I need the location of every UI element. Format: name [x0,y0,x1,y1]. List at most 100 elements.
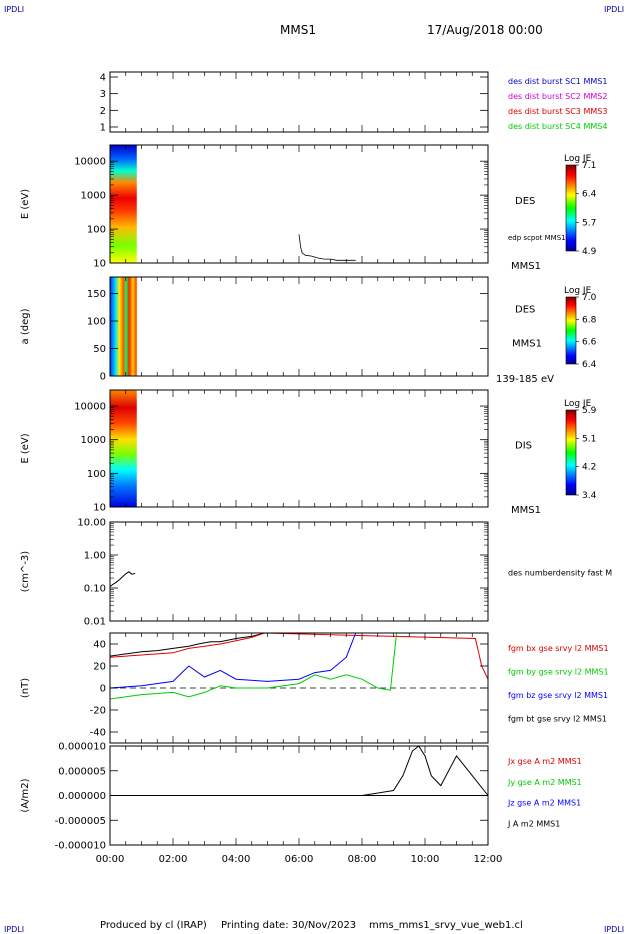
y-tick-label: 0.000005 [58,766,106,777]
y-tick-label: 10 [93,503,106,514]
bottom-label: 139-185 eV [496,374,554,385]
colorbar-tick-label: 4.2 [582,463,596,473]
x-tick-label: 08:00 [348,854,377,865]
corner-tl: IPDLI [4,5,24,14]
series-scpot [298,234,356,261]
y-tick-label: 0.000000 [58,791,106,802]
y-tick-label: -0.000005 [55,816,106,827]
y-tick-label: -0.000010 [55,841,106,852]
corner-bl: IPDLI [4,925,24,934]
spectrogram-des-pitch [110,277,137,376]
frame-des-pitch [109,276,489,377]
frame-density [109,521,489,622]
x-axis-labels: 00:00 02:00 04:00 06:00 08:00 10:00 12:00 [96,854,503,865]
legend-entry: des dist burst SC3 MMS3 [508,107,607,116]
spacecraft-title: MMS1 [280,23,316,37]
footer-filename: mms_mms1_srvy_vue_web1.cl [369,920,523,931]
y-tick-label: 0 [100,684,106,695]
legend-entry: des dist burst SC4 MMS4 [508,122,607,131]
y-axis-label: (nT) [20,678,31,698]
colorbar-tick-label: 6.4 [582,360,597,370]
y-tick-label: 100 [87,469,106,480]
frame-dis-energy [109,389,489,508]
y-tick-label: 10000 [74,402,106,413]
series-fgm-bz-gse-srvy-l2-mms1 [109,632,357,689]
y-axis-label: E (eV) [20,189,31,219]
footer-produced-by: Produced by cl (IRAP) [100,920,207,931]
panel-current: -0.000010 -0.000005 0.000000 0.000005 0.0000… [20,742,582,852]
x-tick-label: 00:00 [96,854,125,865]
y-tick-label: 0.01 [84,617,106,628]
x-tick-label: 02:00 [159,854,188,865]
series-des-numberdensity-fast-m [109,571,136,587]
series-j-a-m2-mms1 [110,745,489,796]
x-tick-label: 12:00 [474,854,503,865]
panel-fgm: -40 -20 0 20 40 (nT) fgm bx gse srvy l2 MMS1 fg… [20,632,609,744]
y-tick-label: 0.10 [84,584,106,595]
colorbar-des-pitch [565,296,577,365]
colorbar-tick-label: 5.9 [582,406,597,416]
y-tick-label: -20 [90,706,106,717]
legend-entry: des dist burst SC1 MMS1 [508,77,607,86]
y-axis-label: E (eV) [20,433,31,463]
y-tick-label: 0.000010 [58,742,106,753]
frame-availability [109,71,489,133]
colorbar-des-energy [565,164,577,252]
y-tick-label: 20 [93,662,106,673]
colorbar-dis-energy [565,409,577,496]
panel-availability: 1 2 3 4 des dist burst SC1 MMS1 des dist burs… [100,71,607,134]
series-fgm-by-gse-srvy-l2-mms1 [109,632,398,700]
legend-entry: des numberdensity fast M [508,569,612,578]
legend-entry: des dist burst SC2 MMS2 [508,92,607,101]
bottom-label: MMS1 [511,261,541,272]
y-tick-label: 100 [87,225,106,236]
y-axis-label: (cm^-3) [20,551,31,592]
bottom-label: MMS1 [511,505,541,516]
x-tick-label: 10:00 [411,854,440,865]
corner-br: IPDLI [604,925,624,934]
x-tick-label: 06:00 [285,854,314,865]
y-axis-label: (A/m2) [20,778,31,812]
colorbar-title: Log JE [564,286,592,296]
legend-entry: J A m2 MMS1 [507,819,560,828]
footer-printing-date: Printing date: 30/Nov/2023 [221,920,356,931]
panels: 1 2 3 4 des dist burst SC1 MMS1 des dist burs… [20,71,612,852]
y-tick-label: 2 [100,106,106,117]
colorbar-tick-label: 5.7 [582,218,596,228]
colorbar-tick-label: 6.8 [582,315,597,325]
y-tick-label: 100 [87,317,106,328]
panel-density: 0.01 0.10 1.00 10.00 (cm^-3) des numberdensit… [20,518,612,628]
y-tick-label: 3 [100,89,106,100]
legend-entry: Jz gse A m2 MMS1 [507,799,581,808]
y-tick-label: 1000 [81,435,106,446]
y-tick-label: -40 [90,728,106,739]
instrument-label: DES [515,196,535,207]
colorbar-tick-label: 6.6 [582,338,597,348]
corner-tr: IPDLI [604,5,624,14]
series-fgm-bt-gse-srvy-l2-mms1 [109,632,265,657]
y-tick-label: 10 [93,259,106,270]
y-axis-label: a (deg) [20,308,31,344]
colorbar-title: Log JE [564,399,592,409]
x-tick-label: 04:00 [222,854,251,865]
legend-entry: Jy gse A m2 MMS1 [507,778,582,787]
y-tick-label: 150 [87,289,106,300]
y-tick-label: 50 [93,344,106,355]
date-time-title: 17/Aug/2018 00:00 [427,23,543,37]
panel-des-pitch: Log JE7.0 6.8 6.6 6.4 DES MMS1 139-185 eV 0 50 10… [20,276,597,385]
y-tick-label: 10.00 [77,518,106,529]
colorbar-tick-label: 7.1 [582,161,596,171]
legend-entry: Jx gse A m2 MMS1 [507,757,582,766]
colorbar-title: Log JE [564,154,592,164]
y-tick-label: 1000 [81,191,106,202]
overlay-label: edp scpot MMS1 [508,234,566,242]
instrument-label: DES [515,305,535,316]
colorbar-tick-label: 3.4 [582,491,597,501]
y-tick-label: 4 [100,73,106,84]
spectrogram-des-energy [110,145,137,263]
colorbar-tick-label: 6.4 [582,190,597,200]
legend-entry: fgm by gse srvy l2 MMS1 [508,668,609,677]
colorbar-tick-label: 5.1 [582,434,596,444]
instrument-label: DIS [515,441,532,452]
